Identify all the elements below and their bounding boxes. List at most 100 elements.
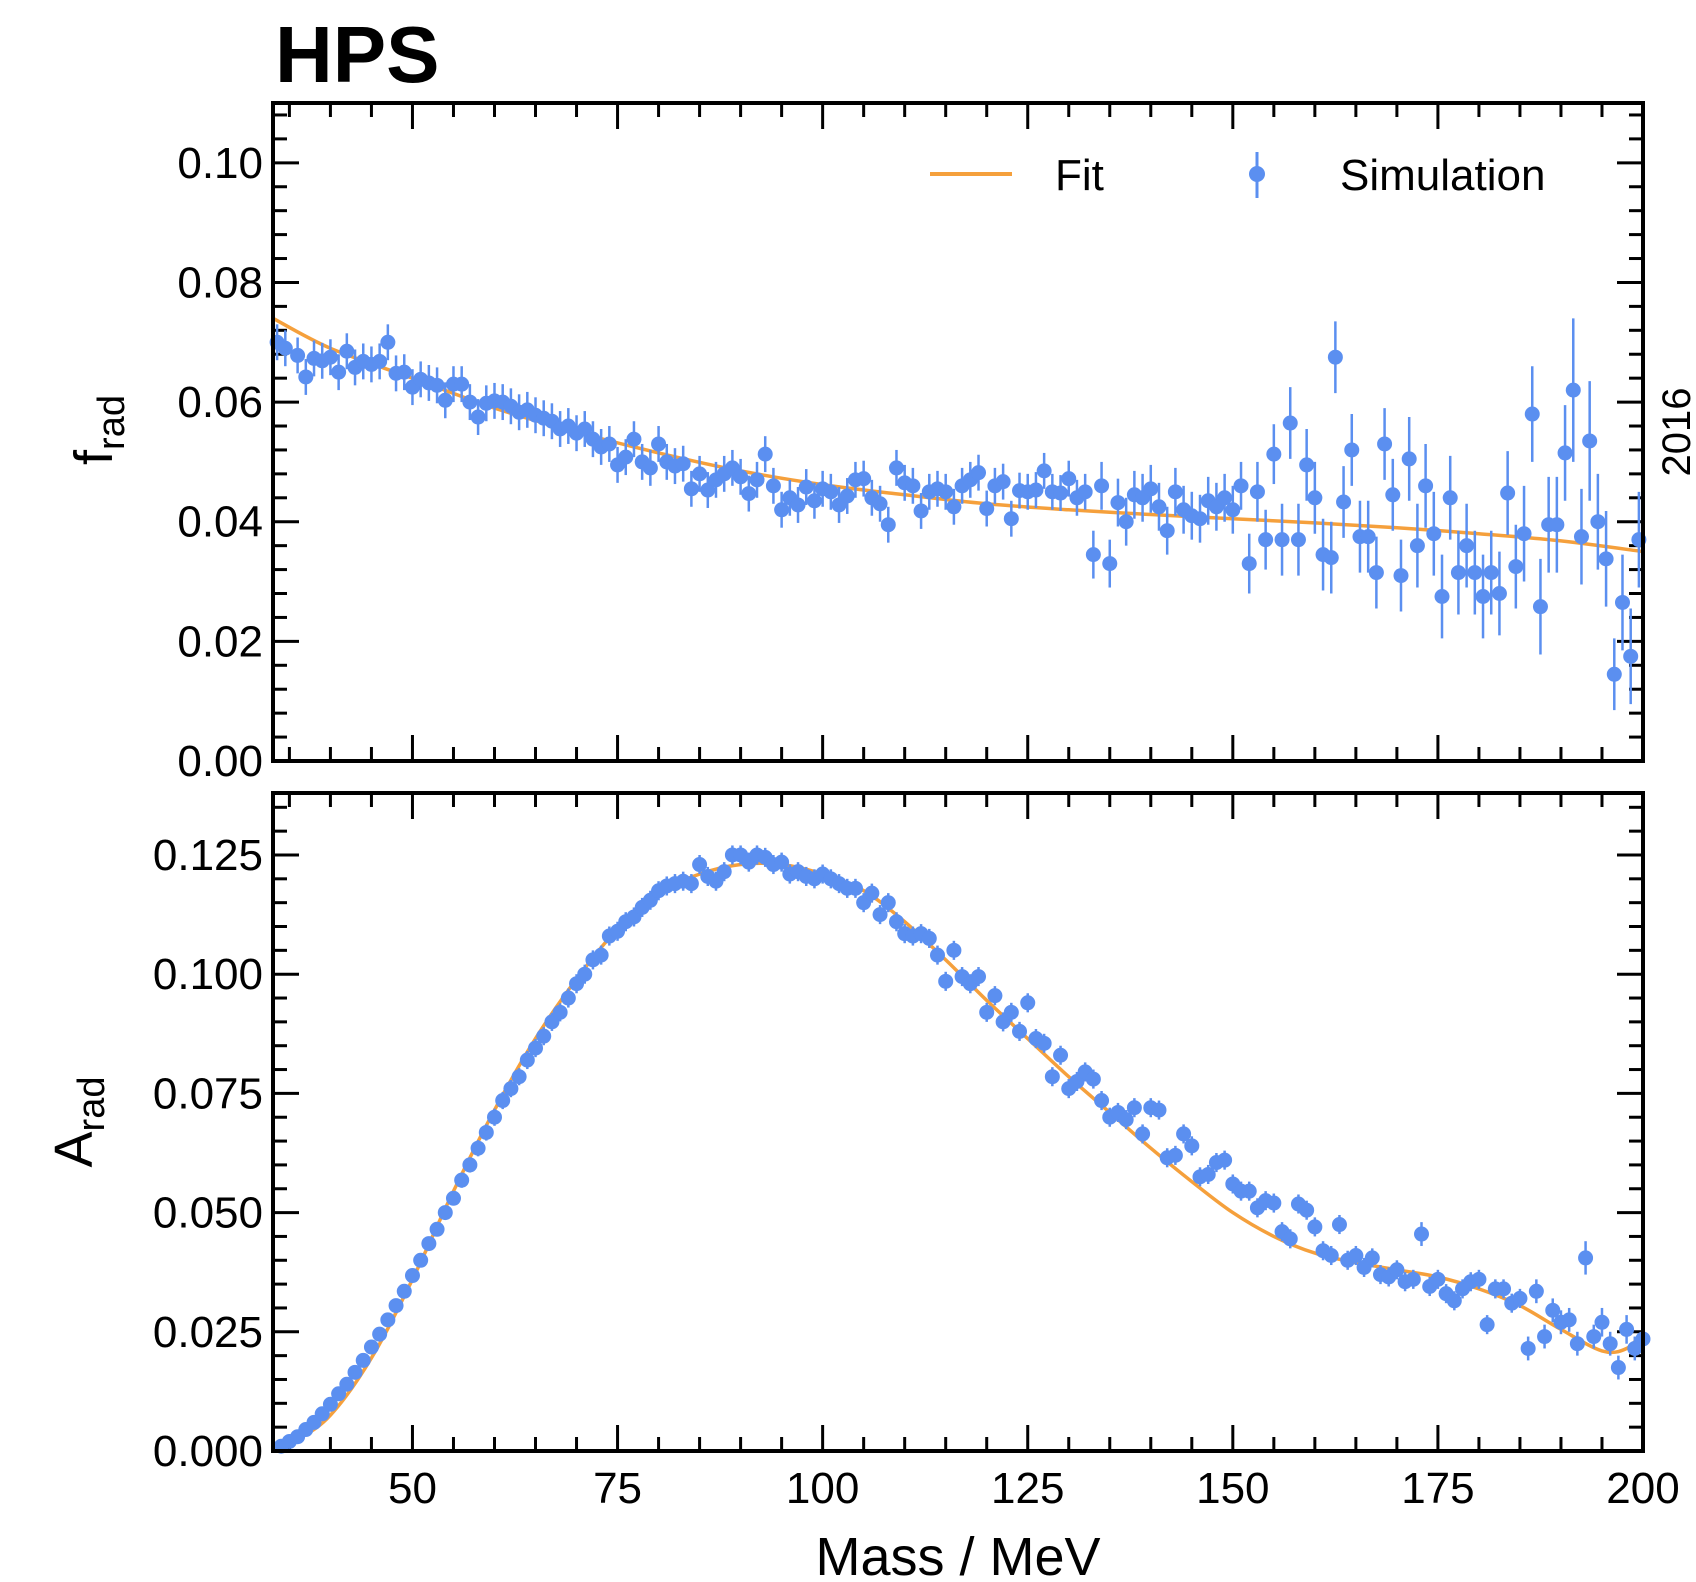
y-tick-label: 0.02 <box>177 617 263 666</box>
simulation-point <box>618 449 634 465</box>
simulation-point <box>1450 565 1466 581</box>
y-tick-label: 0.08 <box>177 258 263 307</box>
simulation-point <box>1500 485 1516 501</box>
simulation-point <box>437 392 453 408</box>
simulation-point <box>421 1236 437 1252</box>
simulation-point <box>847 880 863 896</box>
simulation-point <box>1003 1004 1019 1020</box>
simulation-point <box>519 1052 535 1068</box>
simulation-point <box>1483 565 1499 581</box>
legend-simulation-label: Simulation <box>1340 151 1545 200</box>
simulation-point <box>971 465 987 481</box>
simulation-point <box>1590 514 1606 530</box>
simulation-point <box>1151 1102 1167 1118</box>
simulation-point <box>1167 484 1183 500</box>
bottom-x-tick-labels: 50 75 100 125 150 175 200 <box>388 1464 1680 1513</box>
simulation-point <box>790 497 806 513</box>
simulation-point <box>486 1109 502 1125</box>
year-label: 2016 <box>1655 388 1696 477</box>
simulation-point <box>774 854 790 870</box>
simulation-point <box>1430 1271 1446 1287</box>
simulation-point <box>355 1352 371 1368</box>
simulation-point <box>1135 1126 1151 1142</box>
simulation-point <box>322 349 338 365</box>
top-y-tick-labels: 0.00 0.02 0.04 0.06 0.08 0.10 <box>177 139 263 786</box>
simulation-point <box>454 1172 470 1188</box>
simulation-point <box>1282 415 1298 431</box>
top-y-axis-title: frad <box>64 395 133 465</box>
simulation-point <box>1364 1250 1380 1266</box>
y-tick-label: 0.125 <box>153 831 263 880</box>
simulation-point <box>298 369 314 385</box>
simulation-point <box>1241 556 1257 572</box>
simulation-point <box>462 1157 478 1173</box>
simulation-point <box>1512 1290 1528 1306</box>
x-axis-title: Mass / MeV <box>815 1527 1100 1582</box>
simulation-point <box>1586 1329 1602 1345</box>
experiment-label: HPS <box>275 10 440 99</box>
simulation-point <box>1020 995 1036 1011</box>
simulation-point <box>888 914 904 930</box>
simulation-point <box>1094 478 1110 494</box>
x-tick-label: 200 <box>1606 1464 1679 1513</box>
simulation-point <box>1085 547 1101 563</box>
bottom-y-tick-labels: 0.000 0.025 0.050 0.075 0.100 0.125 <box>153 831 263 1476</box>
simulation-point <box>938 484 954 500</box>
simulation-point <box>462 394 478 410</box>
simulation-point <box>1012 1023 1028 1039</box>
simulation-point <box>528 1040 544 1056</box>
simulation-point <box>1299 1202 1315 1218</box>
y-tick-label: 0.04 <box>177 498 263 547</box>
simulation-point <box>339 1376 355 1392</box>
simulation-point <box>1389 1262 1405 1278</box>
simulation-point <box>1176 1126 1192 1142</box>
simulation-point <box>1528 1283 1544 1299</box>
simulation-point <box>946 499 962 515</box>
bottom-panel: 0.000 0.025 0.050 0.075 0.100 0.125 50 75 100 12… <box>44 791 1680 1582</box>
simulation-point <box>1459 538 1475 554</box>
simulation-point <box>913 503 929 519</box>
simulation-point <box>1307 490 1323 506</box>
bottom-simulation-layer <box>273 845 1651 1454</box>
simulation-point <box>700 482 716 498</box>
simulation-point <box>749 472 765 488</box>
simulation-point <box>1003 511 1019 527</box>
simulation-point <box>1274 532 1290 548</box>
simulation-point <box>503 1081 519 1097</box>
simulation-point <box>1598 551 1614 567</box>
simulation-point <box>1602 1336 1618 1352</box>
simulation-point <box>1405 1271 1421 1287</box>
simulation-point <box>1582 433 1598 449</box>
simulation-point <box>1610 1360 1626 1376</box>
x-tick-label: 175 <box>1401 1464 1474 1513</box>
simulation-point <box>1467 565 1483 581</box>
simulation-point <box>1414 1226 1430 1242</box>
simulation-point <box>429 377 445 393</box>
simulation-point <box>839 488 855 504</box>
simulation-point <box>880 895 896 911</box>
simulation-point <box>979 501 995 517</box>
simulation-point <box>683 876 699 892</box>
simulation-point <box>1614 594 1630 610</box>
simulation-point <box>495 1093 511 1109</box>
simulation-point <box>577 421 593 437</box>
simulation-point <box>1336 494 1352 510</box>
simulation-point <box>1126 1100 1142 1116</box>
simulation-point <box>339 343 355 359</box>
simulation-point <box>277 340 293 356</box>
simulation-point <box>1094 1093 1110 1109</box>
x-tick-label: 75 <box>593 1464 642 1513</box>
simulation-point <box>872 496 888 512</box>
y-tick-label: 0.025 <box>153 1308 263 1357</box>
simulation-point <box>1266 446 1282 462</box>
simulation-point <box>577 966 593 982</box>
simulation-point <box>1516 526 1532 542</box>
simulation-point <box>1578 1250 1594 1266</box>
simulation-point <box>1573 529 1589 545</box>
simulation-point <box>1184 1138 1200 1154</box>
simulation-point <box>626 431 642 447</box>
simulation-point <box>1537 1329 1553 1345</box>
simulation-point <box>888 460 904 476</box>
simulation-point <box>765 478 781 494</box>
